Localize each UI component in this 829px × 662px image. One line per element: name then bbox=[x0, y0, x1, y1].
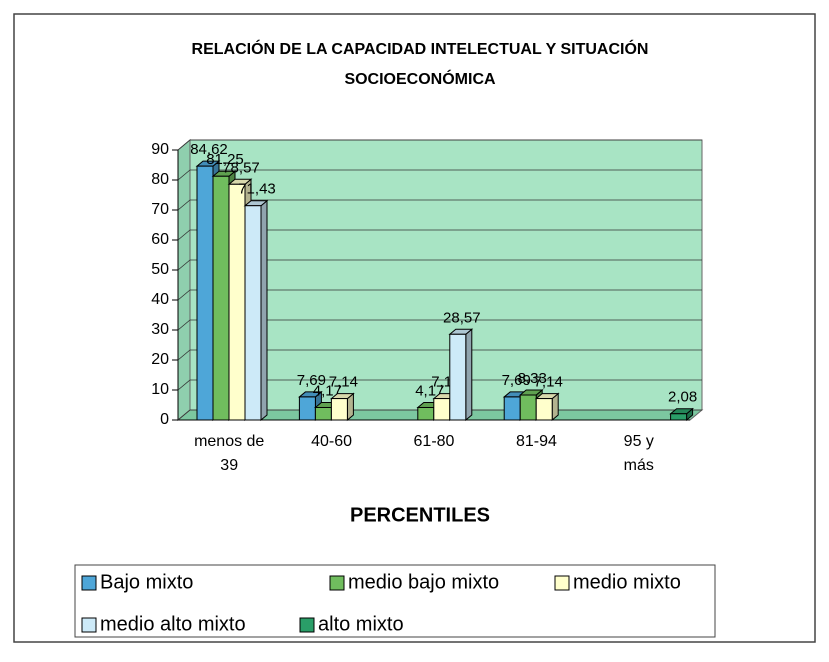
bar-front bbox=[196, 165, 214, 421]
bar-front bbox=[314, 406, 332, 421]
x-tick-label: menos de 39 bbox=[194, 433, 264, 474]
value-label: 28,57 bbox=[443, 309, 481, 326]
y-tick-label: 20 bbox=[151, 351, 169, 368]
grid-line bbox=[177, 379, 702, 391]
legend-label: medio bajo mixto bbox=[348, 571, 499, 593]
y-tick-label: 30 bbox=[151, 321, 169, 338]
y-tick-label: 0 bbox=[160, 411, 169, 428]
bar-front bbox=[433, 398, 451, 421]
legend-label: medio mixto bbox=[573, 571, 681, 593]
legend-label: Bajo mixto bbox=[100, 571, 193, 593]
bar-front bbox=[212, 175, 230, 421]
value-label: 7,69 bbox=[297, 372, 326, 389]
legend-swatch bbox=[554, 575, 570, 591]
y-tick-label: 90 bbox=[151, 141, 169, 158]
grid-line bbox=[177, 259, 702, 271]
value-label: 8,33 bbox=[518, 370, 547, 387]
bar-front bbox=[244, 205, 262, 421]
bar-front bbox=[519, 394, 537, 421]
y-tick-label: 60 bbox=[151, 231, 169, 248]
y-tick-label: 70 bbox=[151, 201, 169, 218]
y-tick-label: 10 bbox=[151, 381, 169, 398]
legend-label: medio alto mixto bbox=[100, 613, 246, 635]
bar-front bbox=[298, 396, 316, 421]
x-tick-label: 61-80 bbox=[414, 433, 455, 450]
side-wall bbox=[177, 138, 191, 422]
value-label: 7,14 bbox=[329, 374, 358, 391]
grid-line bbox=[177, 139, 702, 151]
value-label: 78,57 bbox=[222, 159, 260, 176]
grid-line bbox=[177, 199, 702, 211]
value-label: 7,69 bbox=[502, 372, 531, 389]
grid-line bbox=[177, 319, 702, 331]
bar-front bbox=[535, 398, 553, 421]
value-label: 7,14 bbox=[534, 374, 563, 391]
y-tick-label: 40 bbox=[151, 291, 169, 308]
bar-front bbox=[670, 413, 688, 421]
legend-box bbox=[74, 564, 716, 638]
x-tick-label: 95 y más bbox=[624, 433, 654, 474]
bar-front bbox=[228, 183, 246, 421]
y-tick-label: 50 bbox=[151, 261, 169, 278]
value-label: 71,43 bbox=[238, 181, 276, 198]
grid-line bbox=[177, 289, 702, 301]
legend-swatch bbox=[329, 575, 345, 591]
bar bbox=[330, 392, 355, 422]
grid-line bbox=[177, 229, 702, 241]
value-label: 2,08 bbox=[668, 389, 697, 406]
bar-side bbox=[465, 328, 473, 422]
bar-front bbox=[449, 333, 467, 421]
x-tick-label: 81-94 bbox=[516, 433, 557, 450]
bar-front bbox=[417, 406, 435, 421]
legend-label: alto mixto bbox=[318, 613, 404, 635]
x-axis-label: PERCENTILES bbox=[350, 504, 490, 526]
bar bbox=[448, 328, 474, 422]
bar bbox=[534, 392, 560, 422]
bar bbox=[243, 199, 269, 422]
legend-swatch bbox=[81, 617, 97, 633]
value-label: 81,25 bbox=[206, 151, 244, 168]
bar-front bbox=[503, 396, 521, 421]
y-tick-label: 80 bbox=[151, 171, 169, 188]
legend-swatch bbox=[299, 617, 315, 633]
chart-title: RELACIÓN DE LA CAPACIDAD INTELECTUAL Y S… bbox=[192, 39, 649, 88]
grid-line bbox=[177, 169, 702, 181]
bar-side bbox=[260, 199, 268, 422]
bar-front bbox=[330, 398, 348, 421]
bar bbox=[669, 407, 694, 422]
x-tick-label: 40-60 bbox=[311, 433, 352, 450]
legend-swatch bbox=[81, 575, 97, 591]
value-label: 84,62 bbox=[190, 141, 228, 158]
grid-line bbox=[177, 349, 702, 361]
